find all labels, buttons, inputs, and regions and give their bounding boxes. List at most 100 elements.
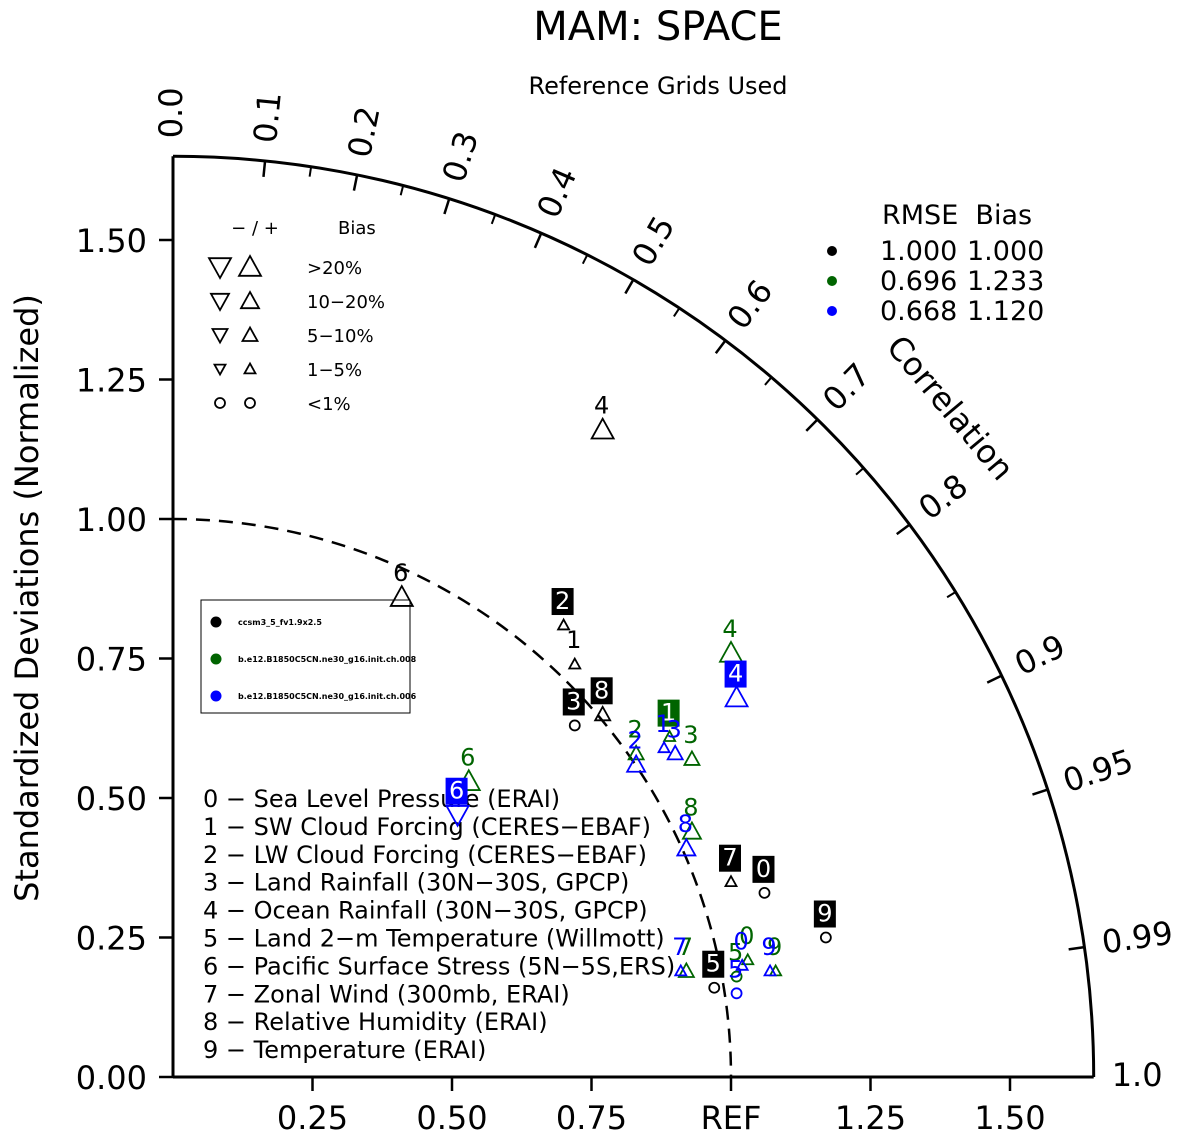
x-tick-label: 0.75 (556, 1099, 627, 1135)
correlation-tick-label: 0.2 (340, 103, 387, 160)
correlation-minor-tick (308, 166, 313, 177)
bias-legend-level: >20% (307, 258, 362, 279)
model-legend-name: ccsm3_5_fv1.9x2.5 (238, 618, 322, 627)
data-point-marker (723, 874, 739, 887)
bias-legend: − / + Bias >20% 10−20% 5−10% 1−5% <1% (207, 218, 385, 415)
data-point-label-box (551, 588, 574, 616)
correlation-minor-tick (946, 591, 957, 599)
bias-legend-positive-marker (237, 254, 263, 277)
correlation-tick-mark (714, 339, 727, 354)
data-point-label: 0 (739, 922, 754, 950)
bias-legend-sign-header: − / + (231, 218, 279, 239)
data-point-marker (819, 931, 832, 944)
model-legend-name: b.e12.B1850C5CN.ne30_g16.init.ch.008 (238, 655, 417, 664)
variable-list-item: 8 − Relative Humidity (ERAI) (203, 1008, 548, 1036)
data-point: 9 (761, 933, 778, 977)
data-point-marker (556, 617, 571, 631)
data-point: 3 (666, 715, 685, 761)
chart-subtitle: Reference Grids Used (528, 72, 787, 100)
data-point-marker (568, 719, 581, 732)
data-point: 4 (718, 615, 744, 663)
data-point-label: 2 (627, 715, 642, 743)
bias-legend-positive-marker (239, 290, 261, 310)
data-point-label: 5 (728, 955, 743, 983)
data-point-label: 9 (761, 933, 776, 961)
data-point-label: 7 (722, 844, 737, 872)
correlation-minor-tick (673, 307, 681, 317)
data-point-label: 3 (667, 715, 682, 743)
data-point-marker (389, 584, 415, 607)
data-point-marker (673, 963, 688, 977)
correlation-tick-label: 0.4 (529, 162, 584, 224)
data-point-label: 1 (661, 699, 676, 727)
data-point-label: 4 (594, 392, 609, 420)
bias-legend-negative-marker (214, 397, 226, 409)
y-tick-label: 1.00 (76, 501, 147, 539)
correlation-tick-label: 0.95 (1058, 742, 1138, 800)
stats-row-rmse: 0.668 (880, 296, 957, 327)
model-legend-dot (210, 653, 222, 665)
axes (171, 154, 1096, 1079)
correlation-minor-tick (764, 376, 773, 386)
data-point: 2 (625, 727, 647, 773)
data-point-label-box (752, 855, 775, 883)
bias-legend-level: 5−10% (307, 326, 374, 347)
variable-list-item: 6 − Pacific Surface Stress (5N−5S,ERS) (203, 952, 675, 980)
correlation-tick-label: 0.9 (1009, 627, 1071, 683)
bias-legend-negative-marker (209, 292, 231, 312)
bias-legend-negative-marker (212, 363, 228, 377)
data-point-label: 2 (627, 727, 642, 755)
data-point-marker (724, 684, 750, 708)
correlation-tick-mark (1068, 945, 1085, 951)
correlation-tick-label: 0.99 (1099, 914, 1175, 962)
data-point-marker (730, 987, 743, 1000)
correlation-tick-label: 1.0 (1112, 1056, 1163, 1094)
stats-row-dot (827, 306, 837, 316)
data-point: 6 (389, 559, 415, 607)
data-point-label: 5 (706, 950, 721, 978)
bias-legend-negative-marker (210, 328, 230, 345)
data-point-marker (662, 729, 677, 742)
reference-arc (172, 517, 733, 1078)
data-point-label-box (724, 660, 747, 688)
data-point-marker (682, 749, 701, 766)
data-point-marker (735, 958, 750, 971)
x-tick-label: REF (701, 1099, 762, 1135)
stats-table-header: RMSE Bias (882, 200, 1032, 231)
data-point-marker (567, 656, 582, 670)
data-point: 7 (719, 844, 741, 887)
data-point: 3 (682, 721, 701, 766)
correlation-tick-mark (352, 174, 359, 191)
bias-legend-level: 1−5% (307, 360, 362, 381)
data-point-marker (681, 820, 703, 840)
stats-row-rmse: 1.000 (880, 236, 957, 267)
variable-list: 0 − Sea Level Pressure (ERAI)1 − SW Clou… (203, 785, 675, 1064)
data-point-label-box (719, 844, 741, 872)
y-tick-label: 0.75 (76, 641, 147, 679)
stats-row-dot (827, 276, 837, 286)
data-point-label: 6 (460, 743, 475, 771)
y-tick-label: 1.25 (76, 362, 147, 400)
data-point-marker (590, 416, 616, 440)
stats-row-bias: 1.233 (967, 266, 1044, 297)
data-point-marker (593, 704, 612, 722)
x-tick-label: 0.25 (277, 1099, 348, 1135)
data-point-marker (625, 753, 647, 773)
data-point-label: 7 (678, 933, 693, 961)
variable-list-item: 4 − Ocean Rainfall (30N−30S, GPCP) (203, 897, 648, 925)
correlation-tick-label: 0.1 (246, 90, 289, 144)
outer-arc (172, 154, 1096, 1078)
data-point: 5 (728, 955, 743, 1000)
data-point-label: 3 (683, 721, 698, 749)
data-point: 1 (655, 710, 672, 754)
data-point: 2 (627, 715, 646, 761)
data-point-label: 7 (672, 933, 687, 961)
correlation-tick-label: 0.0 (152, 87, 190, 138)
data-point-marker (740, 952, 755, 966)
bias-legend-positive-marker (244, 397, 256, 409)
data-point-marker (445, 805, 471, 828)
data-point: 1 (657, 699, 680, 742)
data-point-marker (730, 970, 743, 983)
data-point-label: 6 (449, 777, 464, 805)
